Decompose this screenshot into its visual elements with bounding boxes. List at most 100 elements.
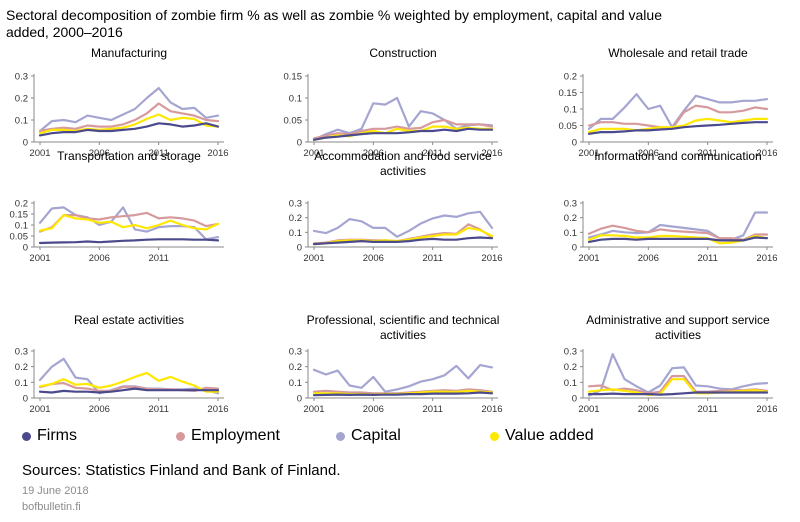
legend-label-capital: Capital	[351, 427, 401, 444]
panel-construction: Construction 0 0.05 0.1 0.15 2001 2006 2011 2016	[284, 46, 503, 159]
y-tick-label: 0	[572, 138, 577, 149]
series-line-firms	[38, 238, 220, 245]
x-tick-label: 2016	[756, 253, 777, 264]
legend-swatch-capital	[336, 431, 345, 441]
x-tick-label: 2006	[638, 148, 659, 159]
y-tick-label: 0.1	[289, 378, 302, 389]
x-tick-label: 2016	[481, 148, 502, 159]
x-tick-label: 2016	[481, 404, 502, 415]
y-tick-label: 0.15	[10, 210, 29, 221]
x-tick-label: 2016	[207, 148, 228, 159]
series-line-capital	[312, 364, 494, 393]
series-line-value-added	[38, 113, 220, 135]
legend-item-value-added: Value added	[490, 425, 594, 447]
site-name: bofbulletin.fi	[22, 501, 81, 513]
series-line-firms	[38, 122, 220, 137]
y-tick-label: 0.2	[15, 199, 28, 210]
legend-item-employment: Employment	[176, 425, 280, 447]
x-tick-label: 2016	[481, 253, 502, 264]
panel-accommodation-and-food-service-activities: Accommodation and food serviceactivities…	[289, 149, 503, 264]
x-tick-label: 2011	[697, 404, 717, 415]
y-tick-label: 0	[572, 243, 577, 254]
y-tick-label: 0.3	[564, 347, 577, 358]
y-tick-label: 0.1	[289, 228, 302, 239]
y-tick-label: 0.3	[289, 199, 302, 210]
x-tick-label: 2016	[756, 404, 777, 415]
series-line-capital	[587, 211, 769, 241]
y-tick-label: 0.2	[564, 72, 577, 83]
legend-label-employment: Employment	[191, 427, 280, 444]
series-line-firms	[587, 121, 769, 135]
y-tick-label: 0	[572, 394, 577, 405]
x-tick-label: 2001	[303, 404, 324, 415]
series-line-value-added	[587, 378, 769, 396]
x-tick-label: 2011	[422, 148, 442, 159]
series-line-firms	[587, 236, 769, 243]
panel-professional-scientific-and-technical-activities: Professional, scientific and technicalac…	[289, 313, 503, 415]
panel-title-line: Manufacturing	[91, 46, 167, 60]
panel-title-line: Accommodation and food service	[314, 149, 492, 163]
series-line-capital	[312, 210, 494, 238]
y-tick-label: 0.2	[15, 362, 28, 373]
series-line-capital	[38, 206, 220, 241]
y-tick-label: 0.2	[564, 213, 577, 224]
series-line-capital	[38, 86, 220, 133]
series-line-employment	[38, 211, 220, 233]
series-line-capital	[312, 96, 494, 141]
x-tick-label: 2006	[89, 148, 110, 159]
x-tick-label: 2001	[578, 253, 599, 264]
series-line-firms	[312, 391, 494, 397]
y-tick-label: 0.3	[564, 199, 577, 210]
publication-date: 19 June 2018	[22, 485, 89, 497]
y-tick-label: 0	[23, 138, 28, 149]
y-tick-label: 0.1	[564, 105, 577, 116]
legend-swatch-firms	[22, 431, 31, 441]
series-line-value-added	[38, 371, 220, 393]
x-tick-label: 2011	[148, 148, 168, 159]
y-tick-label: 0.2	[289, 213, 302, 224]
x-tick-label: 2006	[363, 253, 384, 264]
y-tick-label: 0.05	[284, 116, 303, 127]
x-tick-label: 2001	[29, 148, 50, 159]
legend-swatch-employment	[176, 431, 185, 441]
y-tick-label: 0.15	[559, 88, 578, 99]
y-tick-label: 0.3	[15, 72, 28, 83]
panel-title-line: Information and communication	[594, 149, 761, 163]
x-tick-label: 2001	[29, 404, 50, 415]
panel-title-line: Real estate activities	[74, 313, 184, 327]
series-line-capital	[38, 357, 220, 395]
legend-item-capital: Capital	[336, 425, 401, 447]
x-tick-label: 2001	[29, 253, 50, 264]
legend-swatch-value-added	[490, 431, 499, 441]
x-tick-label: 2006	[638, 253, 659, 264]
series-line-employment	[38, 102, 220, 133]
y-tick-label: 0.1	[15, 116, 28, 127]
y-tick-label: 0.2	[289, 362, 302, 373]
series-line-firms	[587, 391, 769, 396]
panel-real-estate-activities: Real estate activities 0 0.1 0.2 0.3 2001 2006…	[15, 313, 229, 415]
panel-title-line: activities	[655, 328, 701, 342]
chart-title: Sectoral decomposition of zombie firm % …	[6, 7, 662, 40]
y-tick-label: 0.1	[289, 94, 302, 105]
x-tick-label: 2011	[697, 253, 717, 264]
x-tick-label: 2011	[697, 148, 717, 159]
source-note: Sources: Statistics Finland and Bank of …	[22, 462, 341, 479]
y-tick-label: 0	[297, 138, 302, 149]
series-line-value-added	[587, 117, 769, 134]
x-tick-label: 2006	[363, 148, 384, 159]
x-tick-label: 2001	[578, 148, 599, 159]
panel-transportation-and-storage: Transportation and storage 00.050.10.150.…	[10, 149, 224, 264]
y-tick-label: 0	[23, 243, 28, 254]
panel-title-line: Wholesale and retail trade	[608, 46, 748, 60]
panel-administrative-and-support-service-activities: Administrative and support serviceactivi…	[564, 313, 778, 415]
x-tick-label: 2001	[303, 148, 324, 159]
panel-title-line: activities	[380, 328, 426, 342]
x-tick-label: 2016	[207, 404, 228, 415]
y-tick-label: 0.1	[15, 378, 28, 389]
y-tick-label: 0.2	[564, 362, 577, 373]
y-tick-label: 0.3	[15, 347, 28, 358]
y-tick-label: 0.1	[564, 378, 577, 389]
legend: Firms Employment Capital Value added	[0, 425, 800, 447]
y-tick-label: 0.2	[15, 94, 28, 105]
x-tick-label: 2011	[148, 404, 168, 415]
